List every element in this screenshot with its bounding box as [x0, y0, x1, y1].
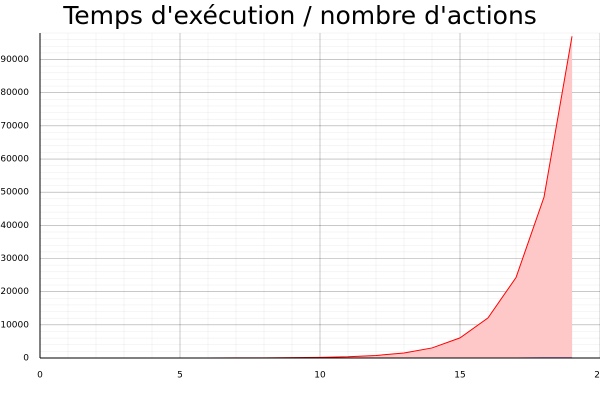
x-tick-label: 0 [37, 371, 43, 381]
y-tick-label: 10000 [0, 320, 29, 330]
y-tick-label: 60000 [0, 155, 29, 165]
y-tick-label: 20000 [0, 287, 29, 297]
x-tick-label: 5 [177, 371, 183, 381]
y-tick-label: 90000 [0, 55, 29, 65]
y-tick-label: 40000 [0, 221, 29, 231]
y-tick-label: 80000 [0, 88, 29, 98]
chart-title: Temps d'exécution / nombre d'actions [62, 1, 537, 30]
area [40, 36, 572, 359]
line [40, 36, 573, 359]
y-tick-label: 30000 [0, 254, 29, 264]
x-tick-label: 15 [454, 371, 465, 381]
y-tick-label: 50000 [0, 188, 29, 198]
x-tick-label: 10 [314, 371, 326, 381]
y-tick-label: 0 [23, 354, 29, 364]
y-tick-label: 70000 [0, 121, 29, 131]
x-tick-label: 20 [594, 371, 600, 381]
